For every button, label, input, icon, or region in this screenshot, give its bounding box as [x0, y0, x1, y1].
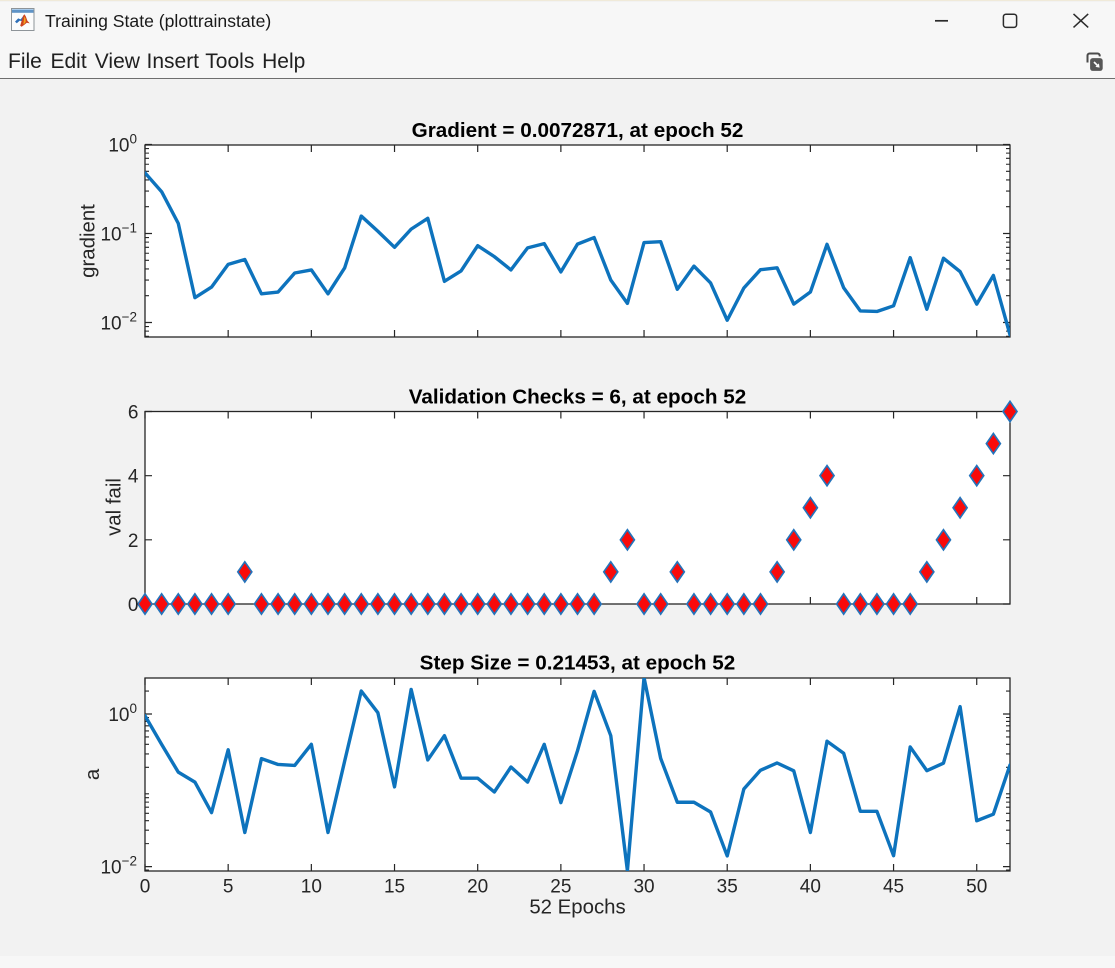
svg-text:gradient: gradient — [77, 204, 99, 278]
svg-text:35: 35 — [717, 877, 738, 898]
svg-text:2: 2 — [128, 531, 139, 552]
svg-text:10−2: 10−2 — [100, 854, 137, 879]
svg-text:Step Size = 0.21453, at epoch: Step Size = 0.21453, at epoch 52 — [420, 652, 736, 675]
svg-text:4: 4 — [128, 467, 139, 488]
svg-text:0: 0 — [140, 877, 151, 898]
svg-text:52 Epochs: 52 Epochs — [529, 897, 625, 919]
svg-text:10: 10 — [301, 877, 322, 898]
svg-text:45: 45 — [883, 877, 904, 898]
svg-text:a: a — [82, 768, 104, 780]
svg-text:30: 30 — [633, 877, 654, 898]
svg-text:15: 15 — [384, 877, 405, 898]
svg-text:25: 25 — [550, 877, 571, 898]
svg-text:6: 6 — [128, 403, 139, 424]
svg-text:0: 0 — [128, 595, 139, 616]
svg-text:5: 5 — [223, 877, 234, 898]
svg-text:100: 100 — [108, 132, 137, 157]
svg-text:50: 50 — [966, 877, 987, 898]
svg-text:100: 100 — [108, 701, 137, 726]
svg-text:Validation Checks = 6, at epoc: Validation Checks = 6, at epoch 52 — [409, 386, 746, 409]
svg-text:40: 40 — [800, 877, 821, 898]
svg-text:val fail: val fail — [103, 478, 125, 536]
svg-text:Gradient = 0.0072871, at epoch: Gradient = 0.0072871, at epoch 52 — [412, 119, 744, 142]
svg-text:20: 20 — [467, 877, 488, 898]
svg-text:10−1: 10−1 — [100, 221, 137, 246]
svg-text:10−2: 10−2 — [100, 310, 137, 335]
